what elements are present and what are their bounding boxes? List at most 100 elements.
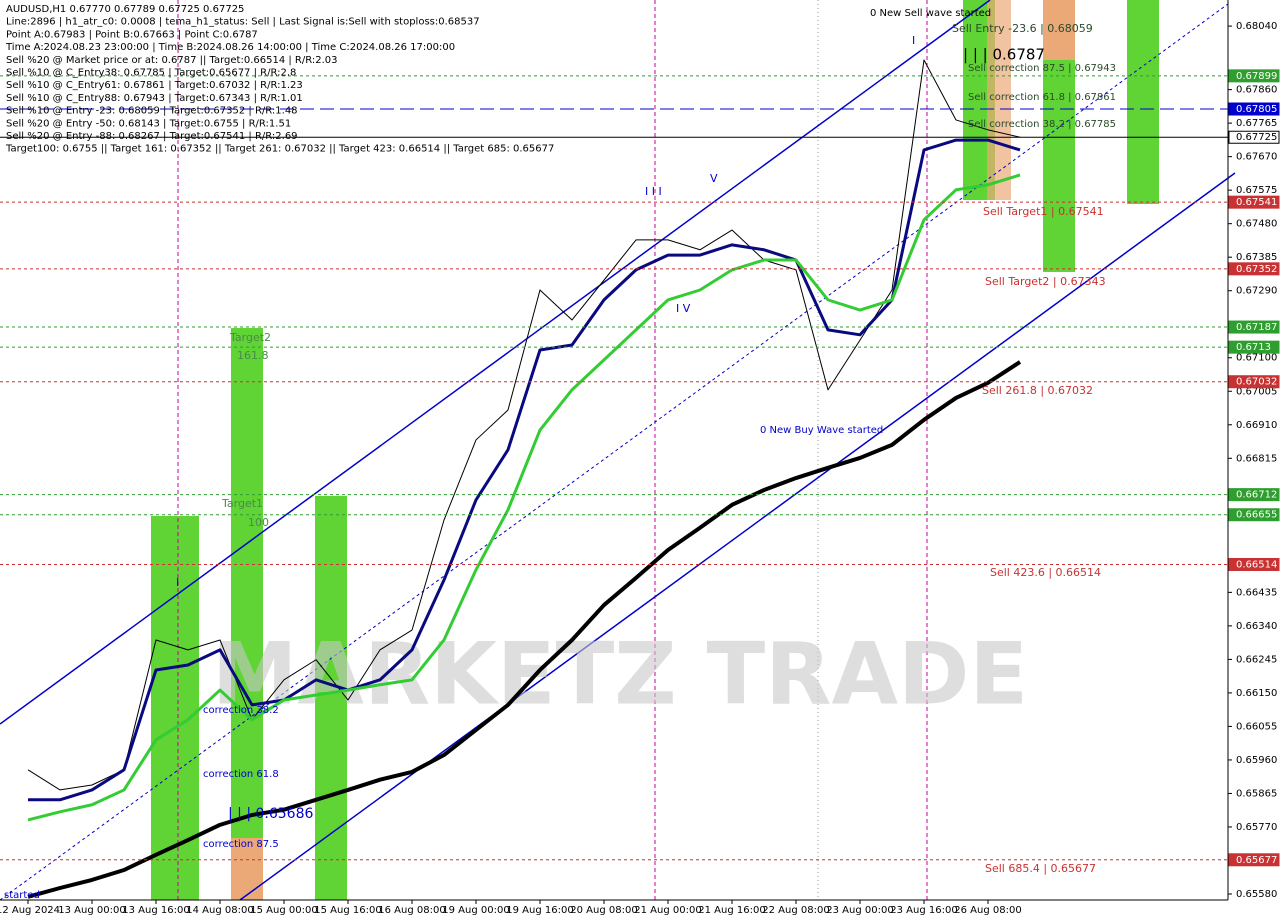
x-tick-label: 23 Aug 16:00	[890, 905, 957, 916]
y-tick-label: 0.67480	[1236, 219, 1277, 230]
level-label: 0.65677	[1236, 855, 1277, 866]
annotation: I V	[676, 302, 691, 315]
annotation: | | | 0.65686	[228, 806, 313, 822]
y-tick-label: 0.67100	[1236, 353, 1277, 364]
annotation: Sell correction 38.2 | 0.67785	[968, 119, 1116, 130]
annotation: Target2	[229, 331, 271, 344]
zone	[1043, 60, 1075, 272]
level-label-box	[1228, 320, 1280, 334]
y-tick-label: 0.66055	[1236, 721, 1277, 732]
channel-mid	[0, 3, 1229, 901]
zone	[231, 328, 263, 838]
level-label-box	[1228, 488, 1280, 502]
level-label-box	[1228, 130, 1280, 144]
zone	[231, 838, 263, 900]
level-label-box	[1228, 853, 1280, 867]
y-tick-label: 0.66245	[1236, 654, 1277, 665]
y-tick-label: 0.67385	[1236, 252, 1277, 263]
annotation: correction 61.8	[203, 769, 279, 780]
x-tick-label: 21 Aug 00:00	[634, 905, 701, 916]
level-label: 0.67187	[1236, 322, 1277, 333]
y-tick-label: 0.67575	[1236, 185, 1277, 196]
y-tick-label: 0.67005	[1236, 386, 1277, 397]
price-line	[27, 59, 1021, 791]
y-tick-label: 0.66150	[1236, 688, 1277, 699]
info-line: Sell %10 @ C_Entry88: 0.67943 | Target:0…	[6, 93, 303, 104]
watermark: MARKETZ TRADE	[212, 624, 1028, 724]
x-tick-label: 13 Aug 16:00	[122, 905, 189, 916]
level-label-box	[1228, 69, 1280, 83]
level-label-box	[1228, 102, 1280, 116]
annotation: Sell 423.6 | 0.66514	[990, 566, 1101, 579]
level-label: 0.67032	[1236, 377, 1277, 388]
x-tick-label: 19 Aug 00:00	[442, 905, 509, 916]
level-label: 0.67725	[1236, 132, 1277, 143]
annotation: Sell Target2 | 0.67343	[985, 275, 1106, 288]
level-label: 0.66655	[1236, 510, 1277, 521]
level-label-box	[1228, 195, 1280, 209]
channel-upper	[0, 0, 991, 725]
y-tick-label: 0.68040	[1236, 21, 1277, 32]
info-line: Line:2896 | h1_atr_c0: 0.0008 | tema_h1_…	[6, 17, 480, 28]
x-tick-label: 19 Aug 16:00	[506, 905, 573, 916]
level-label-box	[1228, 375, 1280, 389]
annotation: Sell correction 61.8 | 0.67861	[968, 92, 1116, 103]
annotation: V	[710, 172, 718, 185]
x-tick-label: 15 Aug 16:00	[314, 905, 381, 916]
annotation: 0 New Buy Wave started	[760, 425, 883, 436]
x-tick-label: 15 Aug 00:00	[250, 905, 317, 916]
y-tick-label: 0.67290	[1236, 286, 1277, 297]
price-line	[27, 173, 1021, 822]
annotation: I	[912, 34, 915, 47]
channels	[0, 0, 1236, 901]
level-label-box	[1228, 508, 1280, 522]
y-tick-label: 0.67860	[1236, 85, 1277, 96]
info-line: Sell %20 @ Entry -88: 0.68267 | Target:0…	[6, 131, 298, 142]
y-tick-label: 0.66815	[1236, 453, 1277, 464]
annotation: 0 New Sell wave started	[870, 8, 991, 19]
price-line	[28, 138, 1021, 802]
annotation: Target1	[221, 497, 263, 510]
y-tick-label: 0.67670	[1236, 152, 1277, 163]
y-tick-label: 0.67765	[1236, 118, 1277, 129]
level-label: 0.66514	[1236, 559, 1277, 570]
level-label-box	[1228, 262, 1280, 276]
info-line: Sell %10 @ C_Entry38: 0.67785 | Target:0…	[6, 68, 296, 79]
annotation: correction 87.5	[203, 839, 279, 850]
y-tick-label: 0.65960	[1236, 755, 1277, 766]
y-tick-label: 0.65770	[1236, 822, 1277, 833]
price-line	[27, 360, 1022, 899]
annotation: Sell Entry -23.6 | 0.68059	[952, 22, 1093, 35]
y-tick-label: 0.66910	[1236, 420, 1277, 431]
zone	[1127, 0, 1159, 204]
annotation: Sell correction 87.5 | 0.67943	[968, 63, 1116, 74]
annotation: Sell Target1 | 0.67541	[983, 205, 1104, 218]
annotation: I I I	[645, 185, 662, 198]
info-line: Sell %20 @ Entry -50: 0.68143 | Target:0…	[6, 118, 291, 129]
x-tick-label: 14 Aug 08:00	[186, 905, 253, 916]
y-tick-label: 0.65580	[1236, 889, 1277, 900]
channel-lower	[239, 172, 1236, 901]
y-tick-label: 0.66340	[1236, 621, 1277, 632]
info-line: Sell %10 @ C_Entry61: 0.67861 | Target:0…	[6, 80, 303, 91]
annotation: started	[4, 890, 40, 901]
x-tick-label: 20 Aug 08:00	[570, 905, 637, 916]
level-label-box	[1228, 340, 1280, 354]
x-tick-label: 26 Aug 08:00	[954, 905, 1021, 916]
level-label: 0.66712	[1236, 490, 1277, 501]
annotation: correction 38.2	[203, 705, 279, 716]
x-tick-label: 13 Aug 00:00	[58, 905, 125, 916]
info-line: Time A:2024.08.23 23:00:00 | Time B:2024…	[5, 42, 455, 53]
annotation: Sell 261.8 | 0.67032	[982, 384, 1093, 397]
level-label-box	[1228, 557, 1280, 571]
x-tick-label: 16 Aug 08:00	[378, 905, 445, 916]
x-tick-label: 23 Aug 00:00	[826, 905, 893, 916]
level-label: 0.67899	[1236, 71, 1277, 82]
x-tick-label: 22 Aug 08:00	[762, 905, 829, 916]
info-line: Sell %10 @ Entry -23: 0.68059 | Target:0…	[6, 106, 298, 117]
zone	[151, 516, 199, 900]
info-line: Sell %20 @ Market price or at: 0.6787 ||…	[6, 55, 338, 66]
annotation: 161.8	[237, 349, 269, 362]
annotation: Sell 685.4 | 0.65677	[985, 862, 1096, 875]
